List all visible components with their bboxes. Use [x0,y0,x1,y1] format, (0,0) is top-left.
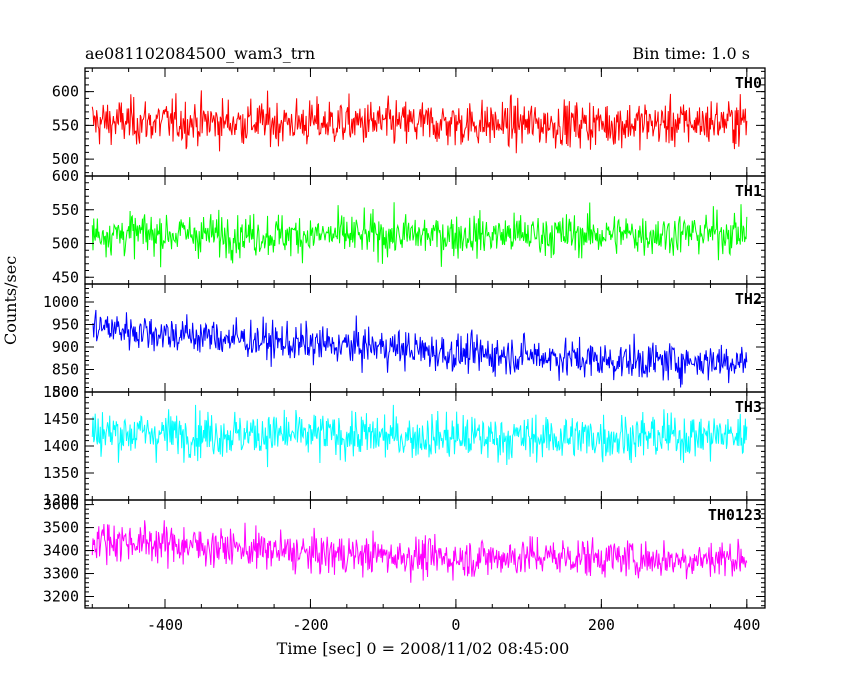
y-tick-label: 3300 [43,565,79,583]
panel-th0123: 3200 3300 3400 3500 3600 TH0123 [43,496,766,609]
y-tick-label: 3200 [43,588,79,606]
y-tick-label: 600 [52,167,79,185]
x-tick-label: 400 [733,616,760,634]
x-tick-label: 0 [451,616,460,634]
y-tick-label: 1500 [43,383,79,401]
series-label-th2: TH2 [735,290,762,308]
series-line-th0 [91,90,748,154]
series-line-th3 [91,404,748,468]
x-tick-label: 200 [588,616,615,634]
y-tick-label: 450 [52,268,79,286]
series-label-th3: TH3 [735,398,762,416]
y-tick-label: 1350 [43,464,79,482]
panel-th1: 450 500 550 600 TH1 [52,167,766,286]
series-label-th0123: TH0123 [708,506,762,524]
y-tick-label: 550 [52,201,79,219]
series-line-th1 [91,202,748,268]
series-label-th1: TH1 [735,182,762,200]
chart-title: ae081102084500_wam3_trn [85,44,316,63]
series-line-th2 [91,309,748,388]
bin-time-label: Bin time: 1.0 s [632,44,750,63]
y-tick-label: 800 [52,383,79,401]
series-line-th0123 [91,520,748,583]
panel-th2: 800 850 900 950 1000 TH2 [43,283,766,401]
y-tick-label: 1000 [43,293,79,311]
y-tick-label: 1300 [43,491,79,509]
y-tick-label: 600 [52,83,79,101]
panel-th0: 500 550 600 TH0 [52,67,766,177]
y-tick-label: 900 [52,338,79,356]
y-tick-label: 500 [52,150,79,168]
x-tick-label: -200 [292,616,328,634]
y-tick-label: 500 [52,235,79,253]
panel-th3: 1300 1350 1400 1450 1500 TH3 [43,383,766,509]
x-axis-label: Time [sec] 0 = 2008/11/02 08:45:00 [276,639,570,658]
panel-frame [84,499,766,609]
y-tick-label: 1400 [43,437,79,455]
y-tick-label: 950 [52,316,79,334]
y-tick-label: 3400 [43,542,79,560]
y-tick-label: 3500 [43,519,79,537]
y-tick-label: 550 [52,116,79,134]
y-tick-label: 1450 [43,410,79,428]
series-label-th0: TH0 [735,74,762,92]
y-tick-label: 3600 [43,496,79,514]
x-tick-label: -400 [147,616,183,634]
y-tick-label: 850 [52,361,79,379]
